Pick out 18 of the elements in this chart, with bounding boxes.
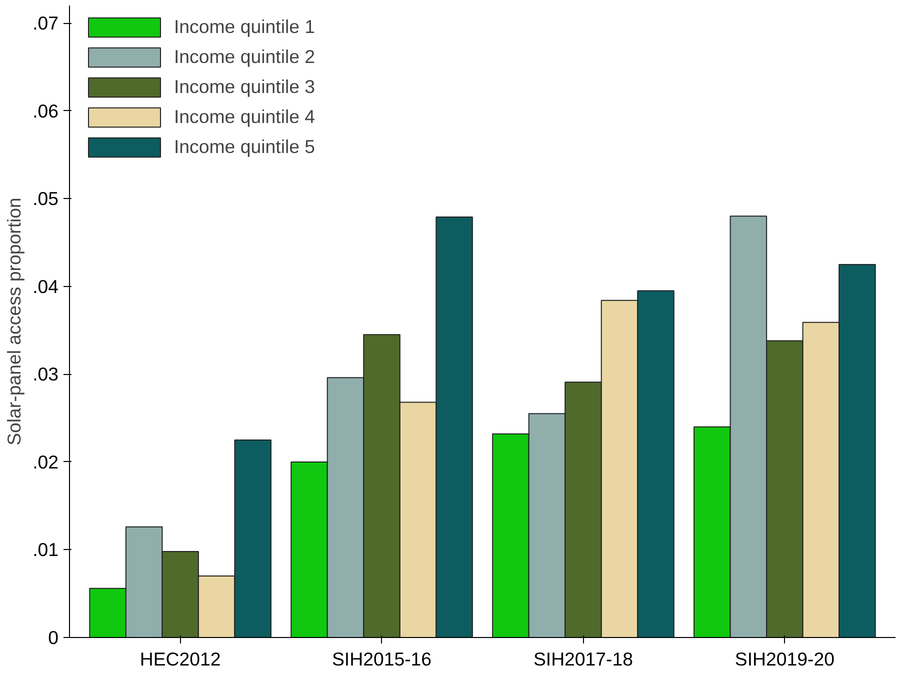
y-tick-label: .04 — [32, 276, 59, 297]
y-axis-title: Solar-panel access proportion — [4, 198, 25, 446]
x-tick-label: HEC2012 — [140, 648, 221, 670]
y-tick-label: .07 — [32, 12, 59, 34]
y-tick-label: .06 — [32, 100, 59, 122]
x-tick-label: SIH2019-20 — [734, 648, 834, 670]
x-tick-label: SIH2015-16 — [332, 648, 432, 670]
legend-label: Income quintile 4 — [174, 106, 316, 128]
legend-label: Income quintile 2 — [174, 46, 316, 68]
legend-label: Income quintile 1 — [174, 16, 316, 38]
y-tick-label: .01 — [32, 539, 59, 560]
legend-label: Income quintile 5 — [174, 136, 316, 158]
y-tick-label: 0 — [48, 627, 59, 648]
y-tick-label: .03 — [32, 364, 59, 385]
y-tick-label: .05 — [32, 188, 59, 210]
legend-label: Income quintile 3 — [174, 76, 316, 98]
y-tick-label: .02 — [32, 451, 59, 472]
x-tick-label: SIH2017-18 — [533, 648, 634, 670]
